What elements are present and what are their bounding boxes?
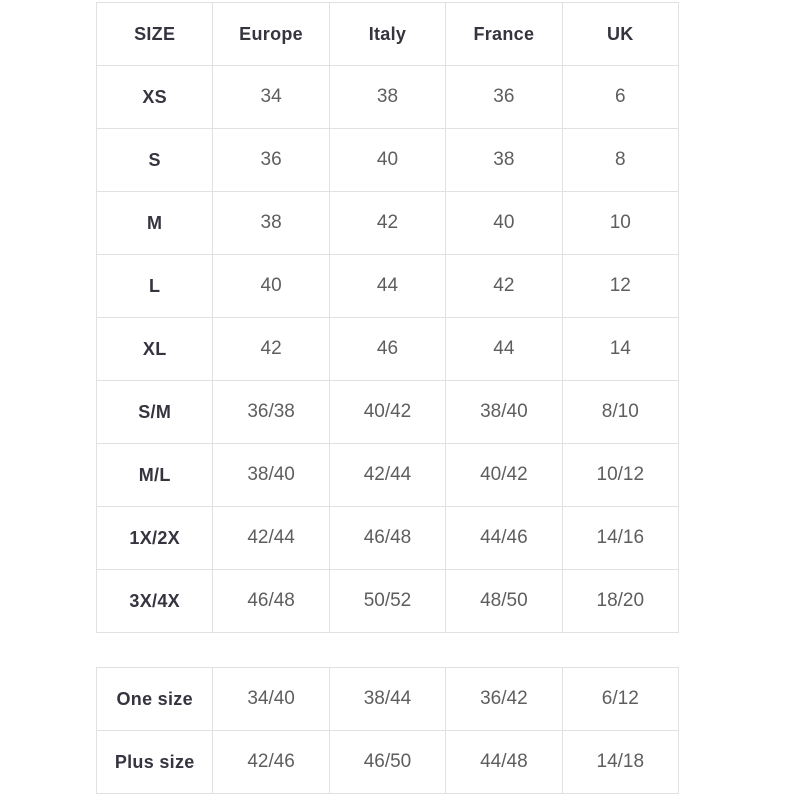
value-cell: 38 [445, 128, 563, 192]
table-gap [96, 633, 679, 667]
value-cell: 36 [212, 128, 330, 192]
value-cell: 42/44 [328, 443, 447, 507]
value-cell: 18/20 [561, 569, 680, 633]
size-label-cell: 3X/4X [95, 569, 214, 633]
header-cell-italy: Italy [328, 2, 447, 66]
table-row-ml: M/L 38/40 42/44 40/42 10/12 [95, 443, 680, 507]
table-row-3x4x: 3X/4X 46/48 50/52 48/50 18/20 [95, 569, 680, 633]
size-conversion-chart: SIZE Europe Italy France UK XS 34 38 36 … [95, 2, 680, 794]
value-cell: 40 [445, 191, 563, 255]
table-row-sm: S/M 36/38 40/42 38/40 8/10 [95, 380, 680, 444]
size-label-cell: S [95, 128, 214, 192]
value-cell: 8 [561, 128, 680, 192]
value-cell: 42 [212, 317, 330, 381]
value-cell: 40 [328, 128, 447, 192]
value-cell: 40/42 [445, 443, 563, 507]
value-cell: 34 [212, 65, 330, 129]
value-cell: 42/46 [212, 730, 330, 794]
value-cell: 36/38 [212, 380, 330, 444]
value-cell: 38/40 [212, 443, 330, 507]
value-cell: 46/50 [328, 730, 447, 794]
value-cell: 10 [561, 191, 680, 255]
value-cell: 6/12 [561, 667, 680, 731]
table-row-xs: XS 34 38 36 6 [95, 65, 680, 129]
table-row-one-size: One size 34/40 38/44 36/42 6/12 [95, 667, 680, 731]
value-cell: 14/16 [561, 506, 680, 570]
value-cell: 36/42 [445, 667, 563, 731]
table-row-xl: XL 42 46 44 14 [95, 317, 680, 381]
size-label-cell: XL [95, 317, 214, 381]
value-cell: 44/46 [445, 506, 563, 570]
value-cell: 10/12 [561, 443, 680, 507]
size-conversion-table: SIZE Europe Italy France UK XS 34 38 36 … [95, 2, 680, 633]
value-cell: 38/44 [328, 667, 447, 731]
table-row-plus-size: Plus size 42/46 46/50 44/48 14/18 [95, 730, 680, 794]
value-cell: 14 [561, 317, 680, 381]
value-cell: 42/44 [212, 506, 330, 570]
header-row: SIZE Europe Italy France UK [95, 2, 680, 66]
value-cell: 38/40 [445, 380, 563, 444]
value-cell: 46 [328, 317, 447, 381]
value-cell: 50/52 [328, 569, 447, 633]
value-cell: 14/18 [561, 730, 680, 794]
value-cell: 44 [445, 317, 563, 381]
value-cell: 40/42 [328, 380, 447, 444]
size-label-cell: M/L [95, 443, 214, 507]
table-row-1x2x: 1X/2X 42/44 46/48 44/46 14/16 [95, 506, 680, 570]
size-label-cell: S/M [95, 380, 214, 444]
header-cell-france: France [445, 2, 563, 66]
size-label-cell: 1X/2X [95, 506, 214, 570]
size-label-cell: L [95, 254, 214, 318]
table-row-l: L 40 44 42 12 [95, 254, 680, 318]
value-cell: 42 [328, 191, 447, 255]
value-cell: 8/10 [561, 380, 680, 444]
value-cell: 46/48 [212, 569, 330, 633]
header-cell-size: SIZE [95, 2, 214, 66]
value-cell: 38 [328, 65, 447, 129]
size-label-cell: One size [95, 667, 214, 731]
value-cell: 6 [561, 65, 680, 129]
size-label-cell: Plus size [95, 730, 214, 794]
value-cell: 36 [445, 65, 563, 129]
table-row-m: M 38 42 40 10 [95, 191, 680, 255]
value-cell: 44/48 [445, 730, 563, 794]
header-cell-uk: UK [561, 2, 680, 66]
value-cell: 44 [328, 254, 447, 318]
value-cell: 48/50 [445, 569, 563, 633]
special-sizes-table: One size 34/40 38/44 36/42 6/12 Plus siz… [95, 667, 680, 794]
value-cell: 34/40 [212, 667, 330, 731]
size-label-cell: M [95, 191, 214, 255]
size-label-cell: XS [95, 65, 214, 129]
value-cell: 38 [212, 191, 330, 255]
value-cell: 42 [445, 254, 563, 318]
table-row-s: S 36 40 38 8 [95, 128, 680, 192]
value-cell: 46/48 [328, 506, 447, 570]
header-cell-europe: Europe [212, 2, 330, 66]
value-cell: 12 [561, 254, 680, 318]
value-cell: 40 [212, 254, 330, 318]
